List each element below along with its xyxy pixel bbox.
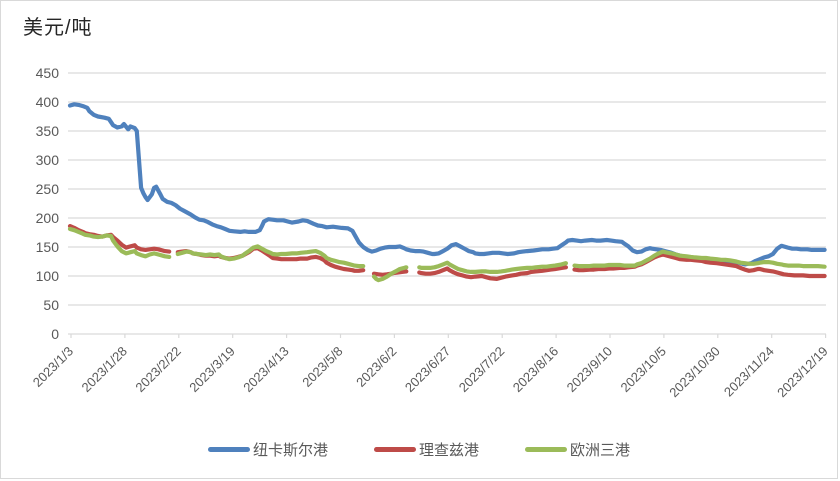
series-line	[417, 260, 568, 274]
x-axis-tick-label: 2023/6/2	[353, 344, 399, 390]
y-axis-tick-label: 50	[43, 297, 59, 313]
chart-legend: 纽卡斯尔港 理查兹港 欧洲三港	[1, 439, 837, 460]
x-axis-tick-label: 2023/8/16	[510, 344, 562, 396]
x-axis-tick-label: 2023/6/27	[402, 344, 454, 396]
legend-line-marker-red-icon	[373, 447, 416, 452]
y-axis-tick-label: 200	[36, 210, 60, 226]
series-line	[572, 252, 827, 279]
y-axis-tick-label: 150	[36, 239, 60, 255]
y-axis-tick-label: 250	[36, 181, 60, 197]
x-axis-tick-label: 2023/11/24	[721, 344, 777, 400]
legend-line-marker-blue-icon	[207, 447, 250, 452]
x-axis-tick-label: 2023/2/22	[132, 344, 184, 396]
series-line	[417, 265, 568, 281]
x-axis-tick-label: 2023/5/8	[299, 344, 345, 390]
legend-label: 纽卡斯尔港	[252, 442, 328, 459]
series-line	[572, 249, 827, 269]
x-axis-tick-label: 2023/1/28	[79, 344, 131, 396]
x-axis-tick-label: 2023/9/10	[564, 344, 616, 396]
legend-line-marker-green-icon	[525, 447, 567, 452]
series-line	[67, 102, 827, 267]
y-axis-tick-label: 100	[36, 268, 60, 284]
legend-item-richards-bay: 理查兹港	[373, 439, 479, 460]
series-line	[175, 244, 366, 269]
x-axis-tick-label: 2023/1/3	[30, 344, 76, 390]
x-axis-tick-label: 2023/3/19	[186, 344, 238, 396]
y-axis-tick-label: 450	[36, 65, 60, 81]
legend-item-newcastle: 纽卡斯尔港	[207, 439, 328, 460]
chart-unit-title: 美元/吨	[23, 17, 93, 39]
y-axis-tick-label: 400	[36, 94, 60, 110]
series-line	[371, 265, 409, 283]
y-axis-tick-label: 0	[51, 326, 59, 342]
legend-item-europe-three-ports: 欧洲三港	[525, 439, 630, 460]
y-axis-tick-label: 300	[36, 152, 60, 168]
x-axis-tick-label: 2023/7/22	[456, 344, 508, 396]
x-axis-tick-label: 2023/4/13	[240, 344, 292, 396]
y-axis-tick-label: 350	[36, 123, 60, 139]
x-axis-tick-label: 2023/10/30	[666, 344, 723, 401]
legend-label: 欧洲三港	[570, 442, 631, 459]
x-axis-tick-label: 2023/10/5	[618, 344, 670, 396]
legend-label: 理查兹港	[418, 442, 479, 459]
x-axis-tick-label: 2023/12/19	[774, 344, 831, 401]
series-line	[67, 226, 172, 259]
